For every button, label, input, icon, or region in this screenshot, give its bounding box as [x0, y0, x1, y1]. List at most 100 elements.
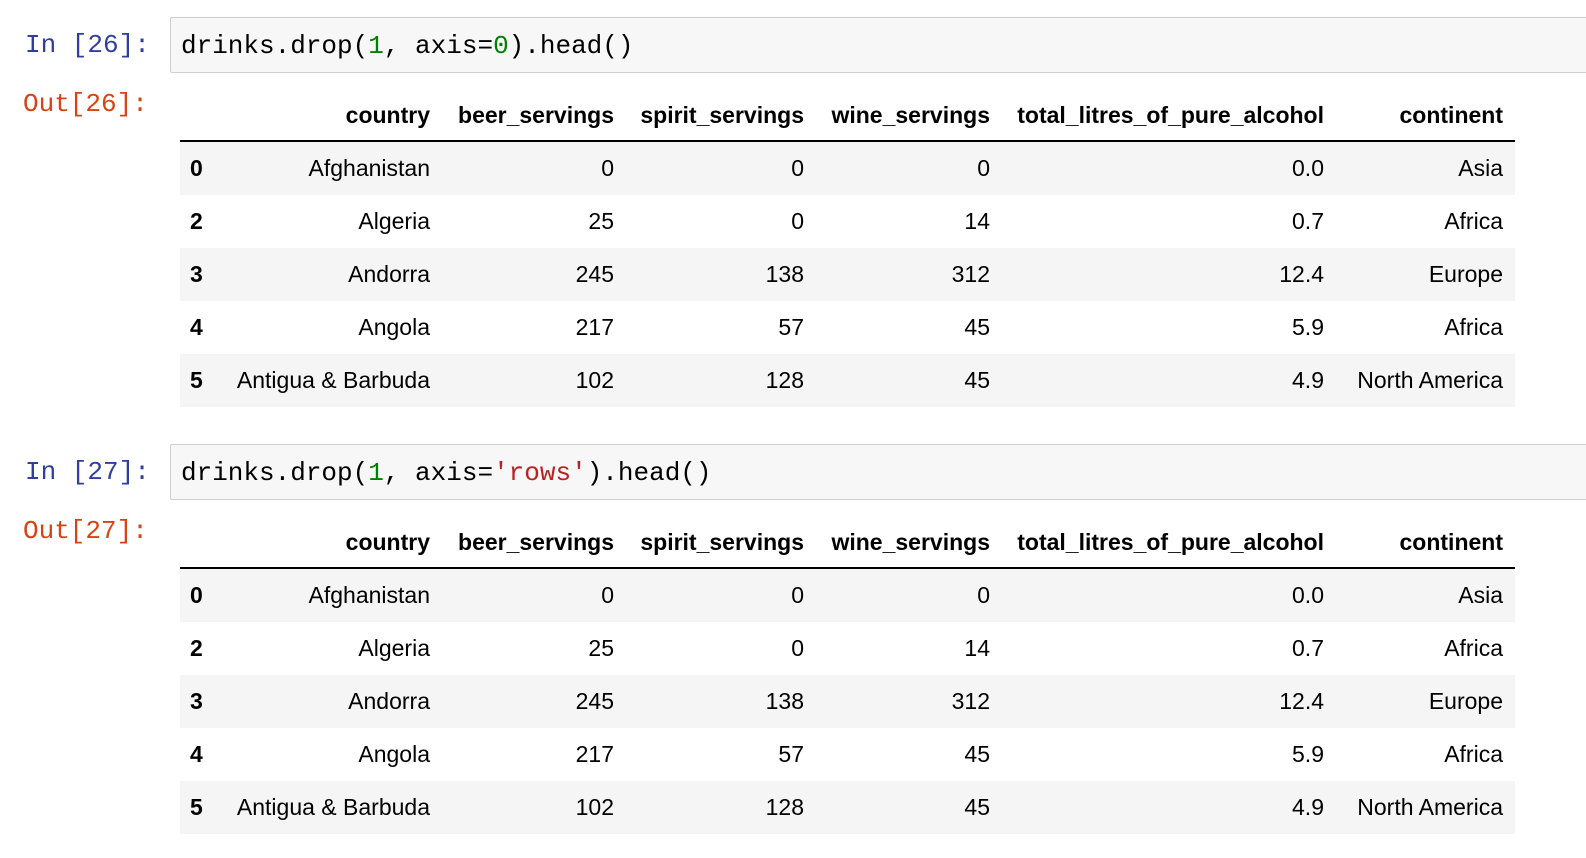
table-cell: Andorra — [348, 688, 430, 714]
table-row: 5 Antigua & Barbuda 102 128 45 4.9 North Ameri… — [180, 781, 1515, 834]
table-cell: 45 — [964, 741, 990, 767]
code-token: drinks.drop( — [181, 31, 369, 61]
index-header — [180, 517, 220, 569]
table-cell: 102 — [575, 367, 614, 393]
column-header: continent — [1336, 90, 1515, 142]
table-cell: 0.0 — [1292, 582, 1324, 608]
index-header — [180, 90, 220, 142]
table-cell: Afghanistan — [308, 582, 430, 608]
code-token: 'rows' — [493, 458, 587, 488]
code-token: 1 — [368, 31, 384, 61]
table-cell: 245 — [575, 261, 614, 287]
table-cell: 0.7 — [1292, 208, 1324, 234]
table-cell: Africa — [1444, 635, 1503, 661]
table-row: 2 Algeria 25 0 14 0.7 Africa — [180, 622, 1515, 675]
code-token: ).head() — [586, 458, 712, 488]
table-cell: 0.7 — [1292, 635, 1324, 661]
table-cell: 217 — [575, 314, 614, 340]
table-cell: Antigua & Barbuda — [236, 367, 430, 393]
table-header: country beer_servings spirit_servings wine_… — [180, 517, 1515, 569]
table-cell: 57 — [778, 741, 804, 767]
table-cell: Africa — [1444, 314, 1503, 340]
output-prompt: Out[26]: — [23, 89, 148, 119]
table-cell: 312 — [951, 261, 990, 287]
column-header: spirit_servings — [626, 90, 816, 142]
table-cell: 138 — [765, 261, 804, 287]
table-cell: North America — [1357, 794, 1503, 820]
table-cell: 128 — [765, 794, 804, 820]
column-header: continent — [1336, 517, 1515, 569]
table-cell: 0 — [791, 155, 804, 181]
dataframe-table: country beer_servings spirit_servings wine_… — [180, 90, 1515, 407]
column-header: country — [220, 517, 442, 569]
column-header: total_litres_of_pure_alcohol — [1002, 90, 1336, 142]
table-cell: Africa — [1444, 208, 1503, 234]
table-cell: Algeria — [358, 635, 430, 661]
table-row: 3 Andorra 245 138 312 12.4 Europe — [180, 248, 1515, 301]
table-cell: 14 — [964, 635, 990, 661]
table-row: 0 Afghanistan 0 0 0 0.0 Asia — [180, 141, 1515, 195]
table-cell: 312 — [951, 688, 990, 714]
column-header: beer_servings — [442, 90, 626, 142]
table-cell: 245 — [575, 688, 614, 714]
code-token: , axis= — [383, 458, 494, 488]
table-cell: 14 — [964, 208, 990, 234]
table-cell: 0 — [977, 582, 990, 608]
row-index: 4 — [190, 741, 203, 767]
notebook-cell: In [27]: drinks.drop(1, axis='rows').head… — [0, 427, 1586, 854]
row-index: 0 — [190, 155, 203, 181]
table-cell: 25 — [588, 635, 614, 661]
column-header: wine_servings — [816, 517, 1002, 569]
row-index: 3 — [190, 261, 203, 287]
table-cell: Afghanistan — [308, 155, 430, 181]
table-cell: 45 — [964, 314, 990, 340]
table-cell: 12.4 — [1279, 688, 1324, 714]
table-cell: Algeria — [358, 208, 430, 234]
table-header: country beer_servings spirit_servings wine_… — [180, 90, 1515, 142]
table-cell: 0 — [791, 208, 804, 234]
row-index: 2 — [190, 635, 203, 661]
row-index: 3 — [190, 688, 203, 714]
input-prompt: In [27]: — [25, 457, 150, 487]
table-cell: 0 — [791, 635, 804, 661]
output-prompt: Out[27]: — [23, 516, 148, 546]
code-token: ).head() — [508, 31, 634, 61]
table-cell: 217 — [575, 741, 614, 767]
column-header: beer_servings — [442, 517, 626, 569]
table-cell: Andorra — [348, 261, 430, 287]
row-index: 0 — [190, 582, 203, 608]
input-prompt: In [26]: — [25, 30, 150, 60]
table-cell: Europe — [1428, 261, 1503, 287]
table-cell: 45 — [964, 367, 990, 393]
column-header: total_litres_of_pure_alcohol — [1002, 517, 1336, 569]
table-cell: Angola — [358, 314, 430, 340]
table-row: 4 Angola 217 57 45 5.9 Africa — [180, 301, 1515, 354]
table-cell: 0 — [791, 582, 804, 608]
table-cell: 45 — [964, 794, 990, 820]
table-cell: Asia — [1458, 582, 1503, 608]
code-token: drinks.drop( — [181, 458, 369, 488]
code-token: 1 — [368, 458, 384, 488]
code-token: , axis= — [383, 31, 494, 61]
table-body: 0 Afghanistan 0 0 0 0.0 Asia 2 Algeria 25 0 14 0.7 Af… — [180, 141, 1515, 407]
column-header: spirit_servings — [626, 517, 816, 569]
table-cell: 128 — [765, 367, 804, 393]
code-token: 0 — [493, 31, 509, 61]
table-cell: 12.4 — [1279, 261, 1324, 287]
table-cell: North America — [1357, 367, 1503, 393]
table-row: 2 Algeria 25 0 14 0.7 Africa — [180, 195, 1515, 248]
code-input[interactable]: drinks.drop(1, axis=0).head() — [170, 17, 1586, 73]
table-cell: 4.9 — [1292, 367, 1324, 393]
table-cell: 138 — [765, 688, 804, 714]
dataframe-table: country beer_servings spirit_servings wine_… — [180, 517, 1515, 834]
code-input[interactable]: drinks.drop(1, axis='rows').head() — [170, 444, 1586, 500]
table-cell: 25 — [588, 208, 614, 234]
table-body: 0 Afghanistan 0 0 0 0.0 Asia 2 Algeria 25 0 14 0.7 Af… — [180, 568, 1515, 834]
table-cell: Antigua & Barbuda — [236, 794, 430, 820]
table-row: 3 Andorra 245 138 312 12.4 Europe — [180, 675, 1515, 728]
column-header: wine_servings — [816, 90, 1002, 142]
table-cell: 0 — [601, 155, 614, 181]
table-cell: Africa — [1444, 741, 1503, 767]
table-cell: Asia — [1458, 155, 1503, 181]
table-row: 5 Antigua & Barbuda 102 128 45 4.9 North Ameri… — [180, 354, 1515, 407]
